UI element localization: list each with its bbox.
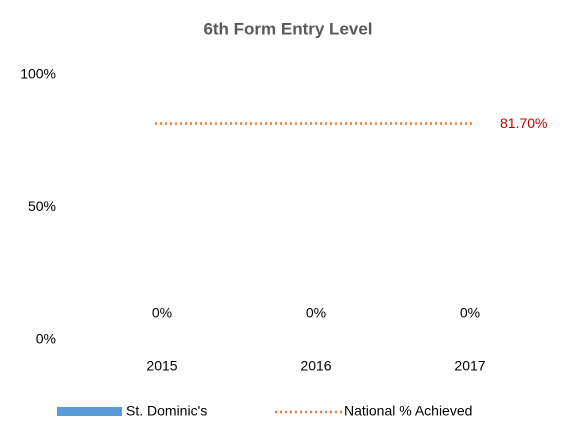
y-tick-label: 0%: [36, 331, 56, 347]
x-tick-label: 2017: [454, 358, 485, 374]
data-label: 0%: [460, 305, 480, 321]
data-label: 0%: [306, 305, 326, 321]
chart-title: 6th Form Entry Level: [203, 19, 372, 38]
x-tick-label: 2015: [146, 358, 177, 374]
legend-label: National % Achieved: [344, 403, 472, 419]
data-label: 81.70%: [500, 115, 547, 131]
legend-swatch: [57, 407, 122, 416]
legend-label: St. Dominic's: [126, 403, 207, 419]
y-tick-label: 50%: [28, 198, 56, 214]
data-label: 0%: [152, 305, 172, 321]
x-tick-label: 2016: [300, 358, 331, 374]
y-tick-label: 100%: [20, 66, 56, 82]
